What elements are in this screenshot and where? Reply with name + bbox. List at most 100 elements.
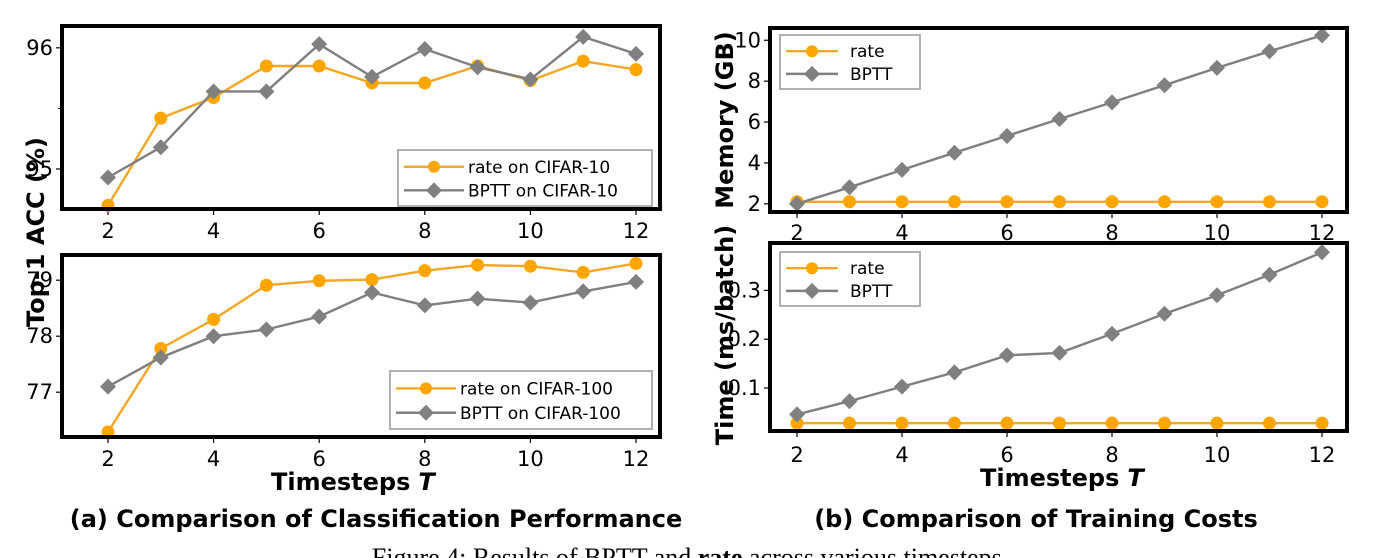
data-point xyxy=(1314,27,1330,44)
right-x-axis-label: Timesteps T xyxy=(980,464,1145,492)
series-bptt xyxy=(100,28,644,186)
data-point xyxy=(1314,244,1330,261)
legend-marker-circle xyxy=(420,382,432,395)
y-axis-label: Time (ms/batch) xyxy=(711,225,739,445)
data-point xyxy=(841,393,858,410)
data-point xyxy=(999,127,1015,144)
data-point xyxy=(152,139,169,156)
caption-suffix: across various timesteps. xyxy=(742,543,1008,558)
data-point xyxy=(843,416,856,430)
x-tick-label: 12 xyxy=(623,447,650,471)
data-point xyxy=(471,258,485,272)
legend-label: BPTT xyxy=(850,65,893,85)
data-point xyxy=(841,179,858,196)
legend-marker-circle xyxy=(806,262,818,275)
y-tick-label: 2 xyxy=(748,192,761,216)
data-point xyxy=(311,36,328,53)
x-tick-label: 8 xyxy=(1105,221,1118,245)
x-tick-label: 6 xyxy=(1000,443,1013,467)
x-tick-label: 2 xyxy=(101,447,114,471)
data-point xyxy=(1053,195,1066,209)
data-point xyxy=(575,283,592,300)
legend-label: rate xyxy=(850,259,885,279)
x-tick-label: 8 xyxy=(418,219,431,243)
data-point xyxy=(1158,195,1171,209)
data-point xyxy=(418,264,432,278)
legend-label: BPTT on CIFAR-100 xyxy=(460,404,621,424)
right-x-axis-label-word: Timesteps xyxy=(980,464,1119,492)
data-point xyxy=(100,169,116,186)
data-point xyxy=(259,59,273,73)
legend-label: rate on CIFAR-100 xyxy=(460,379,613,399)
x-tick-label: 10 xyxy=(1204,443,1231,467)
y-tick-label: 0.2 xyxy=(728,327,761,351)
x-tick-label: 10 xyxy=(517,219,544,243)
y-tick-label: 0.1 xyxy=(728,376,761,400)
data-point xyxy=(1315,416,1329,430)
left-x-axis-label-var: T xyxy=(418,468,436,496)
x-tick-label: 6 xyxy=(313,447,326,471)
x-tick-label: 6 xyxy=(1000,221,1013,245)
legend-label: rate on CIFAR-10 xyxy=(468,158,610,178)
data-point xyxy=(522,71,539,88)
legend: rate on CIFAR-100 BPTT on CIFAR-100 xyxy=(389,370,653,430)
x-tick-label: 4 xyxy=(207,447,220,471)
y-axis-label: Memory (GB) xyxy=(711,31,739,208)
data-point xyxy=(575,28,592,45)
data-point xyxy=(843,195,856,209)
x-tick-label: 2 xyxy=(790,443,803,467)
data-point xyxy=(469,59,486,76)
data-point xyxy=(416,41,433,58)
data-point xyxy=(1053,416,1066,430)
series-bptt xyxy=(789,27,1330,212)
left-x-axis-label-word: Timesteps xyxy=(271,468,410,496)
x-tick-label: 12 xyxy=(1309,443,1336,467)
subcaption-a: (a) Comparison of Classification Perform… xyxy=(70,505,682,533)
data-point xyxy=(1051,344,1068,361)
x-tick-label: 2 xyxy=(101,219,114,243)
data-point xyxy=(1261,43,1278,60)
data-point xyxy=(100,378,116,395)
data-point xyxy=(365,273,379,287)
data-point xyxy=(258,83,275,100)
y-tick-label: 0.3 xyxy=(728,278,761,302)
y-tick-label: 96 xyxy=(26,36,53,60)
data-point xyxy=(948,416,961,430)
data-point xyxy=(364,68,380,85)
data-point xyxy=(1209,59,1225,76)
data-point xyxy=(416,297,433,314)
data-point xyxy=(1261,266,1278,283)
legend: rate BPTT xyxy=(779,251,921,307)
legend-label: BPTT xyxy=(850,282,893,302)
legend: rate on CIFAR-10 BPTT on CIFAR-10 xyxy=(397,149,653,207)
legend-label: BPTT on CIFAR-10 xyxy=(468,181,618,201)
legend-box xyxy=(397,149,653,207)
y-tick-label: 79 xyxy=(26,268,53,292)
caption-prefix: Figure 4: Results of BPTT and xyxy=(372,543,698,558)
data-point xyxy=(576,265,590,279)
series-rate xyxy=(790,416,1329,430)
data-point xyxy=(789,195,805,212)
data-point xyxy=(205,328,222,345)
caption-bold: rate xyxy=(698,543,743,558)
y-tick-label: 10 xyxy=(734,28,761,52)
right-x-axis-label-var: T xyxy=(1127,464,1145,492)
data-point xyxy=(894,378,910,395)
data-point xyxy=(1156,77,1173,94)
x-tick-label: 4 xyxy=(207,219,220,243)
data-point xyxy=(469,290,486,307)
y-tick-label: 6 xyxy=(748,110,761,134)
data-point xyxy=(999,347,1015,364)
data-point xyxy=(311,308,328,325)
data-point xyxy=(894,161,910,178)
data-point xyxy=(418,76,432,90)
data-point xyxy=(1315,195,1329,209)
chart-cifar10: 2 4 6 8 10 12 95 96 rate on CIFAR-10 BPTT on CIFA… xyxy=(26,24,662,243)
data-point xyxy=(522,294,539,311)
data-point xyxy=(259,278,273,292)
x-tick-label: 8 xyxy=(418,447,431,471)
data-point xyxy=(1104,325,1120,342)
data-point xyxy=(629,63,643,77)
data-point xyxy=(1209,287,1225,304)
